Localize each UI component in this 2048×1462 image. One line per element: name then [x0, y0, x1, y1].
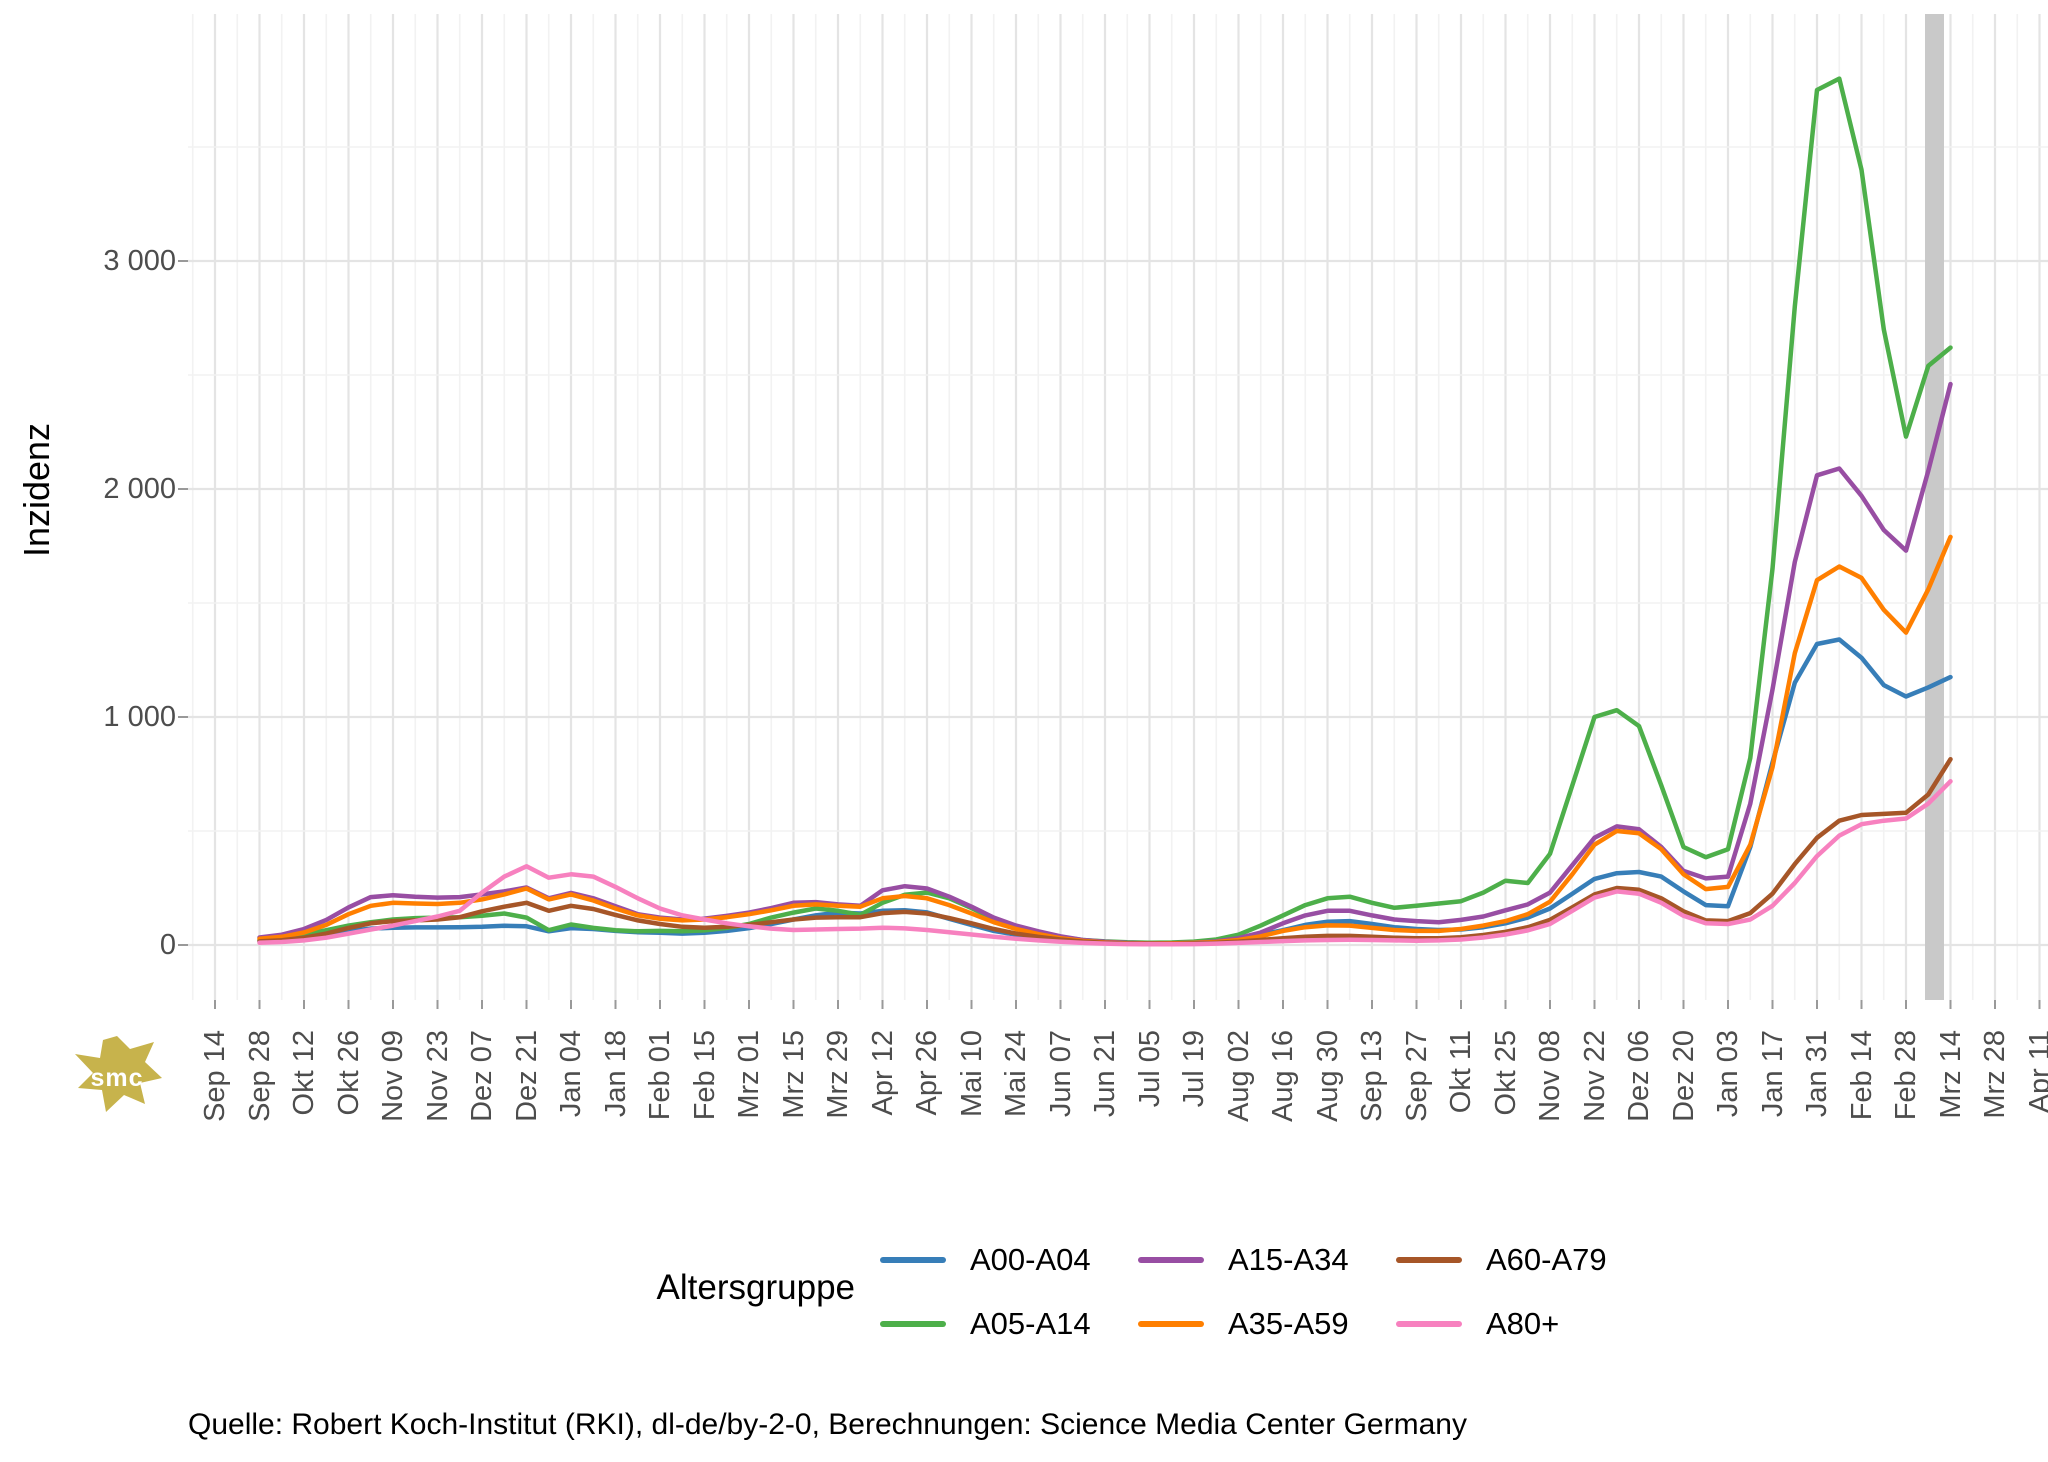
- x-tick-label: Jul 05: [1133, 1030, 1166, 1108]
- legend-key-A00-A04: [880, 1257, 946, 1263]
- legend-item: A00-A04: [880, 1228, 1138, 1292]
- x-tick-label: Jul 19: [1178, 1030, 1210, 1108]
- x-tick-label: Mrz 14: [1934, 1030, 1967, 1119]
- recent-data-band: [1925, 14, 1944, 1000]
- legend-item-label: A00-A04: [970, 1242, 1091, 1277]
- x-tick-label: Sep 28: [243, 1030, 276, 1122]
- x-tick-label: Nov 23: [421, 1030, 454, 1122]
- x-tick-label: Mai 24: [1000, 1030, 1032, 1118]
- y-tick-label: 1 000: [103, 701, 176, 733]
- smc-logo: smc: [72, 1036, 162, 1122]
- x-tick-label: Jan 18: [599, 1030, 632, 1118]
- x-tick-label: Okt 11: [1445, 1030, 1477, 1114]
- x-tick-label: Mrz 28: [1979, 1030, 2011, 1119]
- x-tick-label: Dez 07: [466, 1030, 498, 1122]
- legend-key-A35-A59: [1138, 1321, 1204, 1327]
- legend-item-label: A15-A34: [1228, 1242, 1349, 1277]
- legend-title: Altersgruppe: [656, 1268, 855, 1307]
- legend-key-A60-A79: [1396, 1257, 1462, 1263]
- x-tick-label: Jun 21: [1089, 1030, 1121, 1118]
- x-tick-label: Sep 14: [199, 1030, 231, 1122]
- x-tick-label: Mrz 01: [733, 1030, 765, 1119]
- legend-item: A05-A14: [880, 1292, 1138, 1356]
- x-tick-label: Apr 26: [911, 1030, 943, 1116]
- y-tick-label: 0: [159, 929, 176, 961]
- legend-item: A80+: [1396, 1292, 1654, 1356]
- x-tick-label: Feb 14: [1845, 1030, 1878, 1121]
- x-tick-label: Nov 08: [1534, 1030, 1566, 1122]
- legend-item: A60-A79: [1396, 1228, 1654, 1292]
- legend-item-label: A35-A59: [1228, 1306, 1349, 1341]
- x-tick-label: Mai 10: [955, 1030, 988, 1118]
- x-tick-label: Aug 02: [1222, 1030, 1255, 1122]
- x-tick-label: Feb 15: [688, 1030, 721, 1121]
- legend-key-A05-A14: [880, 1321, 946, 1327]
- legend-item-label: A05-A14: [970, 1306, 1091, 1341]
- legend-item-label: A60-A79: [1486, 1242, 1607, 1277]
- legend-key-A15-A34: [1138, 1257, 1204, 1263]
- x-tick-label: Okt 26: [332, 1030, 365, 1116]
- x-tick-label: Aug 16: [1267, 1030, 1299, 1122]
- x-tick-label: Mrz 15: [777, 1030, 810, 1119]
- legend-items: A00-A04 A05-A14 A15-A34 A35-A59 A60-A79 A80+: [880, 1228, 1654, 1356]
- x-tick-label: Aug 30: [1311, 1030, 1344, 1122]
- x-tick-label: Nov 09: [377, 1030, 409, 1122]
- legend-item: A35-A59: [1138, 1292, 1396, 1356]
- legend-item: A15-A34: [1138, 1228, 1396, 1292]
- source-note: Quelle: Robert Koch-Institut (RKI), dl-d…: [188, 1408, 1467, 1441]
- x-tick-label: Dez 21: [510, 1030, 543, 1122]
- x-tick-label: Okt 12: [288, 1030, 320, 1116]
- x-tick-label: Jan 17: [1756, 1030, 1789, 1118]
- legend-key-A80+: [1396, 1321, 1462, 1327]
- x-tick-label: Jan 03: [1712, 1030, 1744, 1118]
- legend-item-label: A80+: [1486, 1306, 1560, 1341]
- y-tick-label: 2 000: [103, 473, 176, 505]
- x-tick-label: Dez 20: [1667, 1030, 1700, 1122]
- series-line-A80+: [257, 779, 1953, 947]
- legend: Altersgruppe A00-A04 A05-A14 A15-A34 A35-A5…: [0, 1228, 2048, 1368]
- x-tick-label: Sep 13: [1356, 1030, 1388, 1122]
- smc-logo-text: smc: [90, 1064, 144, 1092]
- x-tick-label: Apr 12: [866, 1030, 899, 1116]
- x-tick-label: Apr 11: [2023, 1030, 2048, 1114]
- x-tick-label: Sep 27: [1400, 1030, 1433, 1122]
- y-tick-label: 3 000: [103, 245, 176, 277]
- x-tick-label: Mrz 29: [822, 1030, 854, 1119]
- x-tick-label: Feb 28: [1890, 1030, 1922, 1121]
- x-tick-label: Jan 31: [1801, 1030, 1833, 1118]
- x-tick-label: Jan 04: [555, 1030, 587, 1118]
- x-tick-label: Nov 22: [1578, 1030, 1611, 1122]
- x-tick-label: Okt 25: [1489, 1030, 1522, 1116]
- x-tick-label: Jun 07: [1044, 1030, 1077, 1118]
- x-tick-label: Feb 01: [644, 1030, 676, 1121]
- x-tick-label: Dez 06: [1623, 1030, 1655, 1122]
- smc-logo-shape: [75, 1036, 162, 1112]
